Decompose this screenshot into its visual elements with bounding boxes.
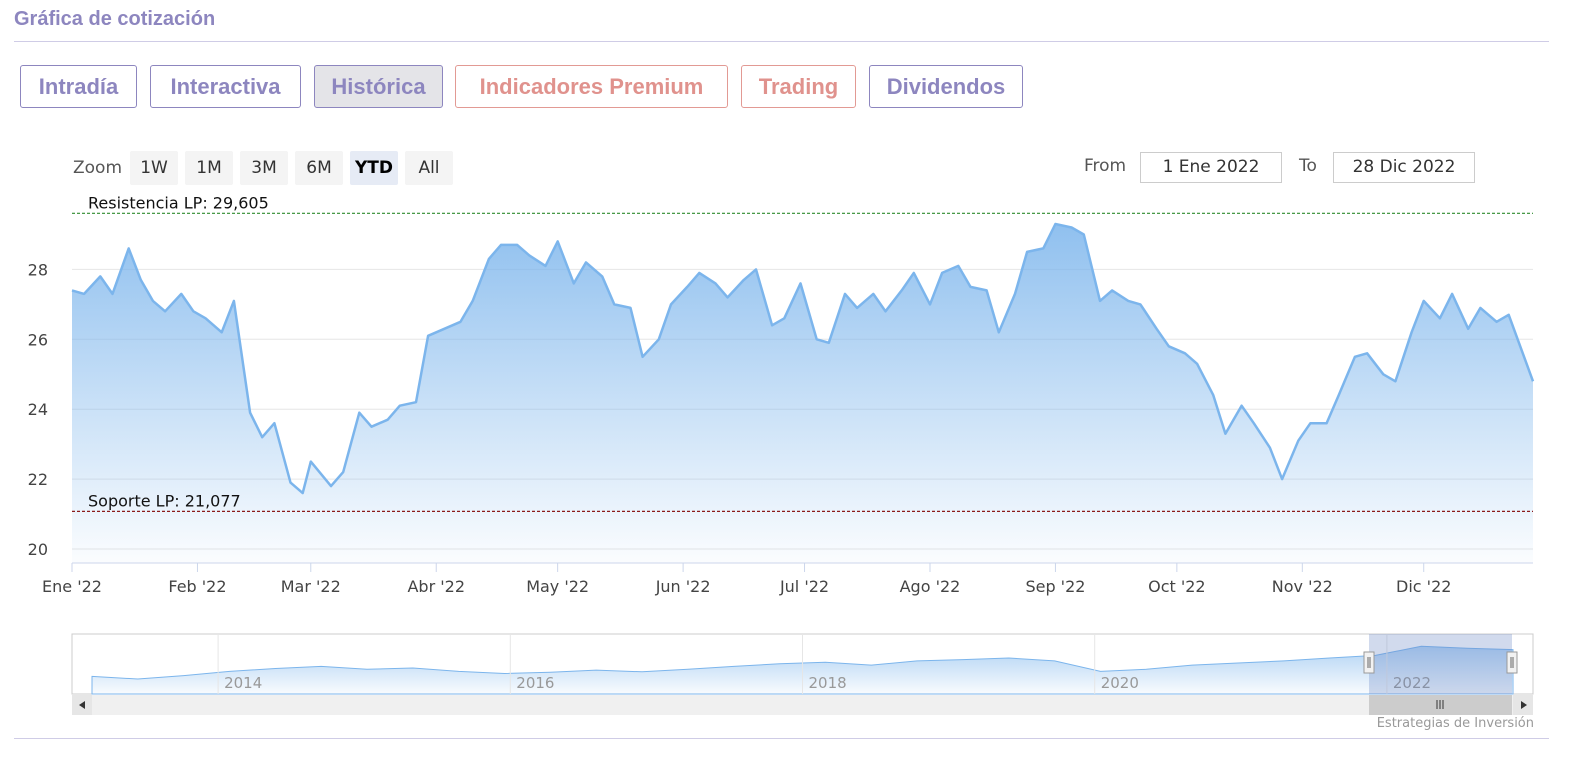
resistance-label: Resistencia LP: 29,605 — [88, 193, 269, 212]
tab-interactiva[interactable]: Interactiva — [150, 65, 301, 108]
y-tick-label: 20 — [28, 540, 48, 559]
zoom-button-6m[interactable]: 6M — [295, 151, 343, 185]
price-line — [71, 222, 1535, 495]
tab-indicadores-premium[interactable]: Indicadores Premium — [455, 65, 728, 108]
navigator-left-handle[interactable] — [1363, 651, 1375, 674]
top-divider — [14, 41, 1549, 42]
x-tick-label: May '22 — [526, 577, 589, 596]
y-tick-label: 28 — [28, 260, 48, 279]
y-tick-label: 24 — [28, 400, 48, 419]
tab-trading[interactable]: Trading — [741, 65, 856, 108]
bottom-divider — [14, 738, 1549, 739]
y-tick-label: 22 — [28, 470, 48, 489]
to-label: To — [1299, 156, 1317, 176]
from-label: From — [1084, 156, 1127, 176]
navigator-right-handle[interactable] — [1506, 651, 1518, 674]
arrow-right-icon — [1521, 701, 1527, 709]
zoom-button-1w[interactable]: 1W — [130, 151, 178, 185]
price-area — [72, 224, 1533, 563]
x-tick-label: Jul '22 — [779, 577, 829, 596]
zoom-button-all[interactable]: All — [405, 151, 453, 185]
page-title: Gráfica de cotización — [14, 8, 216, 30]
support-label: Soporte LP: 21,077 — [88, 491, 241, 510]
navigator-ticks: 2014 2016 2018 2020 2022 — [217, 634, 1431, 694]
navigator-selected-range[interactable] — [1369, 634, 1512, 694]
x-tick-label: Dic '22 — [1396, 577, 1451, 596]
zoom-button-1m[interactable]: 1M — [185, 151, 233, 185]
tab-dividendos[interactable]: Dividendos — [869, 65, 1023, 108]
x-tick-label: Ago '22 — [900, 577, 961, 596]
x-axis-ticks: Ene '22 Feb '22 Mar '22 Abr '22 May '22 Jun '… — [42, 563, 1451, 596]
x-tick-label: Sep '22 — [1025, 577, 1085, 596]
navigator[interactable]: 2014 2016 2018 2020 2022 — [71, 633, 1534, 695]
arrow-left-icon — [79, 701, 85, 709]
x-tick-label: Abr '22 — [407, 577, 465, 596]
zoom-button-3m[interactable]: 3M — [240, 151, 288, 185]
from-date-input[interactable]: 1 Ene 2022 — [1140, 152, 1282, 183]
level-lines: Resistencia LP: 29,605 Soporte LP: 21,077 — [72, 193, 1533, 512]
tab-intradia[interactable]: Intradía — [20, 65, 137, 108]
scrollbar-track[interactable] — [72, 695, 1533, 715]
y-axis-ticks: 20 22 24 26 28 — [28, 260, 48, 559]
zoom-button-ytd[interactable]: YTD — [350, 151, 398, 185]
x-tick-label: Ene '22 — [42, 577, 102, 596]
scrollbar[interactable] — [72, 695, 1533, 715]
credit-text: Estrategias de Inversión — [1376, 716, 1534, 731]
x-tick-label: Oct '22 — [1148, 577, 1206, 596]
x-tick-label: Mar '22 — [281, 577, 341, 596]
tab-historica[interactable]: Histórica — [314, 65, 443, 108]
x-tick-label: Nov '22 — [1272, 577, 1333, 596]
navigator-tick-label: 2016 — [516, 674, 554, 692]
navigator-tick-label: 2020 — [1101, 674, 1139, 692]
x-tick-label: Feb '22 — [168, 577, 226, 596]
navigator-tick-label: 2014 — [224, 674, 262, 692]
navigator-tick-label: 2018 — [809, 674, 847, 692]
zoom-label: Zoom — [73, 158, 123, 178]
scrollbar-grip-icon — [1436, 700, 1444, 709]
x-tick-label: Jun '22 — [655, 577, 711, 596]
navigator-tick-label: 2022 — [1393, 674, 1431, 692]
y-tick-label: 26 — [28, 330, 48, 349]
to-date-input[interactable]: 28 Dic 2022 — [1333, 152, 1475, 183]
